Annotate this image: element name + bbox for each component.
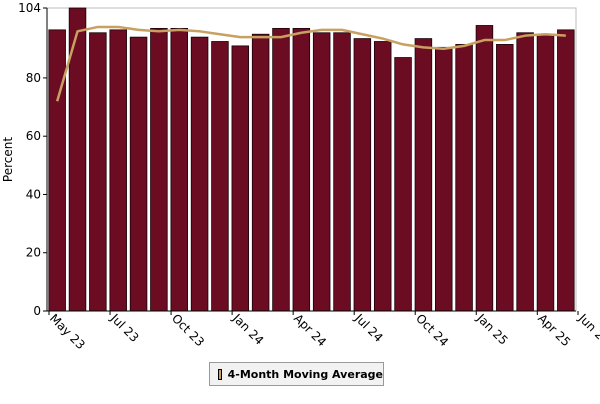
bar [496, 44, 514, 312]
y-tick-label: 60 [26, 129, 41, 143]
bar [211, 41, 229, 312]
bar [333, 32, 351, 312]
line-series [55, 25, 566, 102]
bar [48, 29, 66, 312]
bar [516, 32, 534, 312]
x-tick-label: Jul 24 [351, 311, 385, 345]
bar [455, 44, 473, 312]
y-tick-label: 104 [18, 1, 41, 15]
y-axis-ticks: 0 20 40 60 80 104 [18, 1, 47, 318]
x-tick-label: Jan 25 [473, 311, 510, 348]
bar [557, 29, 575, 312]
bar [129, 36, 148, 312]
x-tick-label: Jun 25 [575, 311, 600, 348]
bar [394, 57, 412, 312]
bar [89, 32, 107, 312]
y-tick-label: 0 [33, 304, 41, 318]
bar [353, 38, 372, 312]
bar [150, 27, 168, 312]
legend: 4-Month Moving Average [209, 362, 384, 386]
x-tick-label: Jan 24 [229, 311, 266, 348]
y-tick-label: 40 [26, 187, 41, 201]
moving-average-line [55, 25, 566, 102]
x-axis-ticks: May 23 Jul 23 Oct 23 Jan 24 Apr 24 Jul 24 Oct … [47, 311, 600, 353]
bar [170, 27, 188, 312]
bar [414, 38, 433, 312]
x-tick-label: Oct 23 [169, 311, 207, 349]
bar [272, 27, 290, 312]
bar [292, 27, 311, 312]
bar [231, 45, 250, 312]
x-tick-label: Apr 25 [535, 311, 573, 349]
y-tick-label: 20 [26, 246, 41, 260]
bar [312, 32, 331, 312]
legend-swatch [218, 368, 222, 380]
y-axis-label: Percent [1, 137, 15, 182]
legend-label: 4-Month Moving Average [227, 367, 383, 381]
bar [435, 46, 453, 312]
bar [373, 41, 392, 312]
x-tick-label: Jul 23 [107, 311, 141, 345]
bar-series [48, 7, 575, 312]
y-tick-label: 80 [26, 71, 41, 85]
x-tick-label: May 23 [47, 311, 88, 352]
x-tick-label: Apr 24 [291, 311, 329, 349]
axes [46, 8, 576, 312]
x-tick-label: Oct 24 [413, 311, 451, 349]
bar [475, 25, 494, 312]
bar [109, 29, 127, 312]
bar [190, 36, 209, 312]
bar [251, 33, 270, 312]
bar [536, 33, 555, 312]
